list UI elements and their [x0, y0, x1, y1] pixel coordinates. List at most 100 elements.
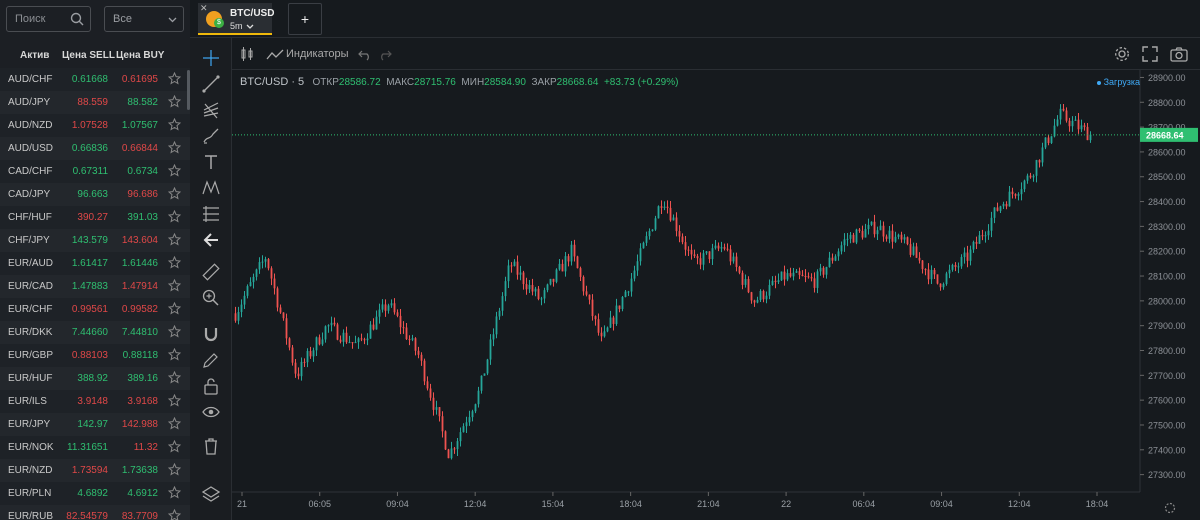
- quote-row[interactable]: CAD/JPY 96.663 96.686: [0, 183, 190, 206]
- quote-sell-price[interactable]: 7.44660: [71, 327, 108, 338]
- quote-buy-price[interactable]: 11.32: [133, 442, 158, 453]
- header-buy[interactable]: Цена BUY: [116, 50, 165, 61]
- quote-row[interactable]: EUR/HUF 388.92 389.16: [0, 367, 190, 390]
- quote-sell-price[interactable]: 88.559: [77, 97, 108, 108]
- favorite-star-icon[interactable]: [167, 117, 182, 134]
- quote-sell-price[interactable]: 142.97: [77, 419, 108, 430]
- favorite-star-icon[interactable]: [167, 94, 182, 111]
- quote-buy-price[interactable]: 3.9168: [127, 396, 158, 407]
- zoom-in-icon[interactable]: [201, 288, 221, 308]
- layers-icon[interactable]: [201, 484, 221, 504]
- favorite-star-icon[interactable]: [167, 370, 182, 387]
- indicators-button[interactable]: Индикаторы: [286, 48, 349, 60]
- fib-icon[interactable]: [201, 204, 221, 224]
- header-sell[interactable]: Цена SELL: [62, 50, 115, 61]
- quote-buy-price[interactable]: 143.604: [121, 235, 158, 246]
- camera-icon[interactable]: [1170, 46, 1188, 62]
- favorite-star-icon[interactable]: [167, 347, 182, 364]
- quote-sell-price[interactable]: 388.92: [77, 373, 108, 384]
- quote-sell-price[interactable]: 0.67311: [72, 166, 108, 177]
- quote-buy-price[interactable]: 88.582: [127, 97, 158, 108]
- tab-timeframe[interactable]: 5m: [230, 21, 243, 31]
- quote-row[interactable]: EUR/AUD 1.61417 1.61446: [0, 252, 190, 275]
- quote-sell-price[interactable]: 1.73594: [71, 465, 108, 476]
- quote-buy-price[interactable]: 83.7709: [121, 511, 158, 520]
- search-input[interactable]: [7, 7, 73, 31]
- quote-sell-price[interactable]: 4.6892: [77, 488, 108, 499]
- quote-buy-price[interactable]: 0.6734: [127, 166, 158, 177]
- favorite-star-icon[interactable]: [167, 255, 182, 272]
- trash-icon[interactable]: [201, 436, 221, 456]
- quote-buy-price[interactable]: 1.07567: [121, 120, 158, 131]
- price-chart[interactable]: 27300.00 27400.00 27500.00 27600.00 27700.00…: [232, 70, 1200, 520]
- favorite-star-icon[interactable]: [167, 462, 182, 479]
- quote-buy-price[interactable]: 7.44810: [121, 327, 158, 338]
- chart-canvas[interactable]: 27300.00 27400.00 27500.00 27600.00 27700.00…: [232, 70, 1200, 520]
- trend-line-icon[interactable]: [201, 74, 221, 94]
- chevron-down-icon[interactable]: [246, 24, 254, 29]
- filter-select[interactable]: Все: [104, 6, 184, 32]
- quote-row[interactable]: EUR/NOK 11.31651 11.32: [0, 436, 190, 459]
- quote-buy-price[interactable]: 389.16: [127, 373, 158, 384]
- tab-btc-usd[interactable]: ✕ $ BTC/USD 5m: [198, 3, 274, 35]
- favorite-star-icon[interactable]: [167, 416, 182, 433]
- quote-sell-price[interactable]: 143.579: [71, 235, 108, 246]
- favorite-star-icon[interactable]: [167, 278, 182, 295]
- indicators-icon[interactable]: [266, 49, 284, 61]
- favorite-star-icon[interactable]: [167, 209, 182, 226]
- quote-sell-price[interactable]: 0.99561: [71, 304, 108, 315]
- quote-row[interactable]: EUR/GBP 0.88103 0.88118: [0, 344, 190, 367]
- favorite-star-icon[interactable]: [167, 485, 182, 502]
- settings-gear-icon[interactable]: [1114, 46, 1130, 62]
- quote-buy-price[interactable]: 0.66844: [121, 143, 158, 154]
- redo-icon[interactable]: [378, 49, 392, 61]
- favorite-star-icon[interactable]: [167, 71, 182, 88]
- fullscreen-icon[interactable]: [1142, 46, 1158, 62]
- header-asset[interactable]: Актив: [20, 50, 50, 61]
- favorite-star-icon[interactable]: [167, 232, 182, 249]
- pencil-lock-icon[interactable]: [201, 350, 221, 370]
- quote-row[interactable]: EUR/DKK 7.44660 7.44810: [0, 321, 190, 344]
- quote-row[interactable]: CAD/CHF 0.67311 0.6734: [0, 160, 190, 183]
- quotes-scrollbar[interactable]: [187, 70, 190, 110]
- quote-buy-price[interactable]: 1.73638: [121, 465, 158, 476]
- quote-buy-price[interactable]: 1.61446: [121, 258, 158, 269]
- close-tab-icon[interactable]: ✕: [200, 3, 208, 13]
- quote-row[interactable]: CHF/JPY 143.579 143.604: [0, 229, 190, 252]
- quote-row[interactable]: EUR/CHF 0.99561 0.99582: [0, 298, 190, 321]
- crosshair-icon[interactable]: [201, 48, 221, 68]
- favorite-star-icon[interactable]: [167, 439, 182, 456]
- quote-buy-price[interactable]: 1.47914: [121, 281, 158, 292]
- quote-row[interactable]: CHF/HUF 390.27 391.03: [0, 206, 190, 229]
- arrow-left-icon[interactable]: [201, 230, 221, 250]
- candles-type-icon[interactable]: [240, 46, 254, 62]
- text-icon[interactable]: [201, 152, 221, 172]
- magnet-icon[interactable]: [201, 324, 221, 344]
- quote-sell-price[interactable]: 82.54579: [66, 511, 108, 520]
- quote-buy-price[interactable]: 0.61695: [121, 74, 158, 85]
- favorite-star-icon[interactable]: [167, 324, 182, 341]
- favorite-star-icon[interactable]: [167, 163, 182, 180]
- pattern-icon[interactable]: [201, 178, 221, 198]
- ruler-icon[interactable]: [201, 262, 221, 282]
- quote-row[interactable]: EUR/JPY 142.97 142.988: [0, 413, 190, 436]
- quote-sell-price[interactable]: 0.88103: [71, 350, 108, 361]
- quote-sell-price[interactable]: 1.61417: [71, 258, 108, 269]
- quote-row[interactable]: AUD/NZD 1.07528 1.07567: [0, 114, 190, 137]
- pitchfork-icon[interactable]: [201, 100, 221, 120]
- eye-icon[interactable]: [201, 402, 221, 422]
- search-icon[interactable]: [70, 12, 84, 26]
- quote-row[interactable]: AUD/CHF 0.61668 0.61695: [0, 68, 190, 91]
- quote-sell-price[interactable]: 1.47883: [71, 281, 108, 292]
- search-box[interactable]: [6, 6, 91, 32]
- quote-row[interactable]: AUD/JPY 88.559 88.582: [0, 91, 190, 114]
- quote-row[interactable]: EUR/CAD 1.47883 1.47914: [0, 275, 190, 298]
- quote-buy-price[interactable]: 0.88118: [122, 350, 158, 361]
- add-tab-button[interactable]: +: [288, 3, 322, 35]
- quote-sell-price[interactable]: 0.61668: [71, 74, 108, 85]
- favorite-star-icon[interactable]: [167, 301, 182, 318]
- quote-sell-price[interactable]: 1.07528: [71, 120, 108, 131]
- quote-buy-price[interactable]: 0.99582: [121, 304, 158, 315]
- quote-sell-price[interactable]: 96.663: [77, 189, 108, 200]
- favorite-star-icon[interactable]: [167, 186, 182, 203]
